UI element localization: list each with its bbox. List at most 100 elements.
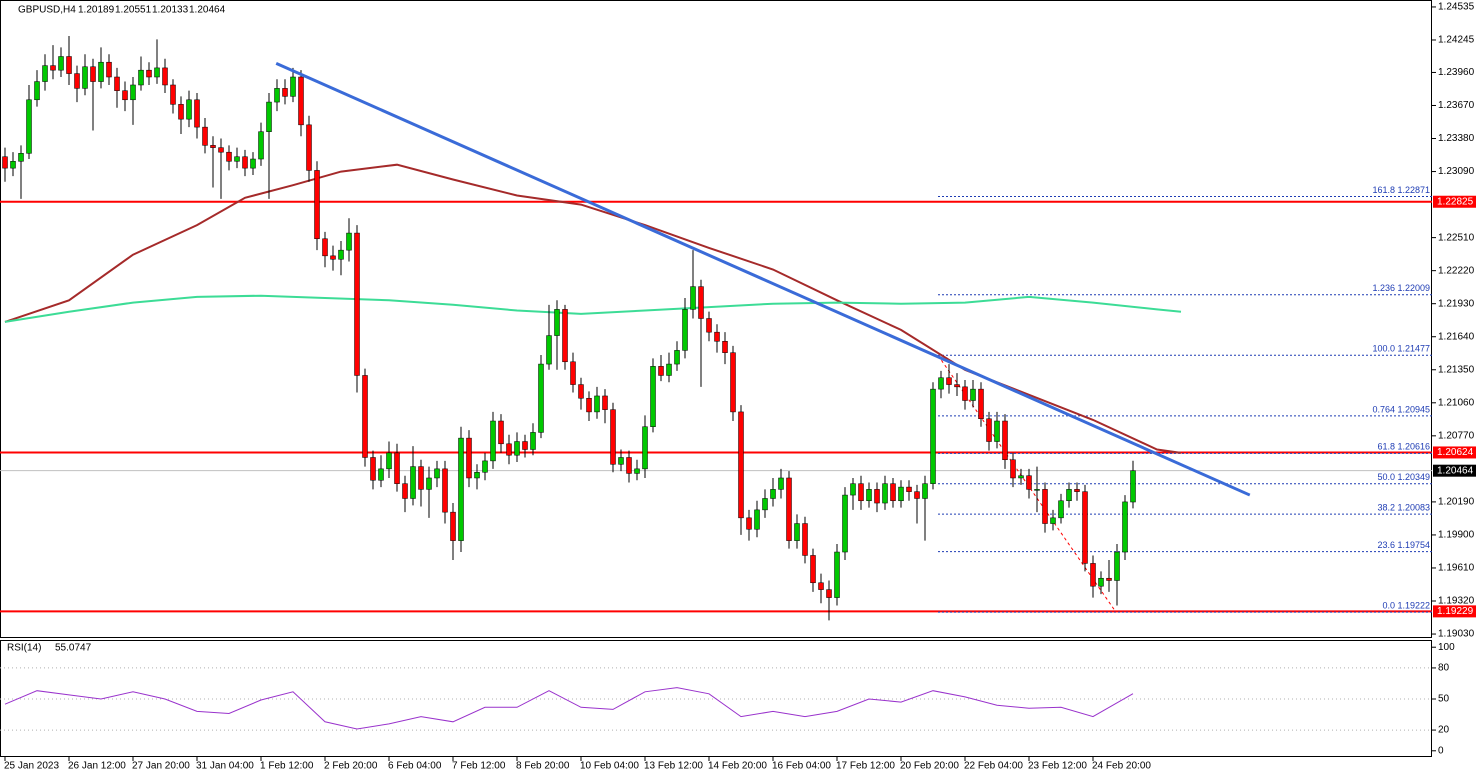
x-tick-label: 6 Feb 04:00 xyxy=(388,761,442,772)
x-tick-label: 27 Jan 20:00 xyxy=(132,761,190,772)
candle-body xyxy=(978,388,984,419)
open-value: 1.20189 xyxy=(78,5,115,16)
candle-body xyxy=(1026,475,1032,490)
candle-body xyxy=(874,489,880,504)
candle-body xyxy=(114,76,120,91)
candle-body xyxy=(706,318,712,333)
candle-body xyxy=(674,350,680,365)
candle-body xyxy=(282,88,288,97)
candle-body xyxy=(930,388,936,484)
candle-body xyxy=(818,582,824,590)
candle-body xyxy=(130,84,136,101)
y-tick-label: 1.24535 xyxy=(1438,2,1475,13)
x-tick-label: 23 Feb 12:00 xyxy=(1028,761,1087,772)
y-tick-label: 1.23380 xyxy=(1438,133,1475,144)
candle-body xyxy=(498,420,504,445)
candle-body xyxy=(338,249,344,260)
fib-label: 161.8 1.22871 xyxy=(1372,185,1430,195)
candle-body xyxy=(914,491,920,499)
candle-body xyxy=(554,309,560,336)
candle-body xyxy=(586,397,592,413)
level-box-label: 1.19229 xyxy=(1437,606,1474,617)
candle-body xyxy=(18,153,24,162)
candle-body xyxy=(154,67,160,78)
candle-body xyxy=(906,486,912,492)
candle-body xyxy=(1114,551,1120,581)
candle-body xyxy=(162,67,168,86)
x-tick-label: 10 Feb 04:00 xyxy=(580,761,639,772)
x-tick-label: 20 Feb 20:00 xyxy=(900,761,959,772)
candle-body xyxy=(850,483,856,496)
candle-body xyxy=(570,361,576,385)
candle-body xyxy=(402,483,408,499)
candle-body xyxy=(530,432,536,450)
fib-label: 61.8 1.20616 xyxy=(1377,442,1430,452)
candle-body xyxy=(1058,500,1064,519)
candle-body xyxy=(650,366,656,427)
candle-body xyxy=(82,66,88,89)
candle-body xyxy=(122,90,128,101)
candle-body xyxy=(218,147,224,153)
candle-body xyxy=(1090,563,1096,587)
x-tick-label: 26 Jan 12:00 xyxy=(68,761,126,772)
candle-body xyxy=(1010,459,1016,479)
candle-body xyxy=(458,437,464,541)
fib-label: 50.0 1.20349 xyxy=(1377,472,1430,482)
candle-body xyxy=(634,468,640,474)
candle-body xyxy=(594,395,600,413)
candle-body xyxy=(810,555,816,584)
candle-body xyxy=(738,411,744,519)
candle-body xyxy=(954,384,960,388)
level-box xyxy=(1433,195,1476,208)
fib-label: 0.0 1.19222 xyxy=(1382,601,1430,611)
candle-body xyxy=(266,101,272,132)
candle-body xyxy=(314,170,320,240)
x-tick-label: 7 Feb 12:00 xyxy=(452,761,506,772)
x-tick-label: 13 Feb 12:00 xyxy=(644,761,703,772)
candle-body xyxy=(1050,517,1056,524)
y-tick-label: 1.21640 xyxy=(1438,331,1475,342)
candle-body xyxy=(802,523,808,556)
candle-body xyxy=(546,335,552,365)
candle-body xyxy=(834,551,840,598)
candle-body xyxy=(2,156,8,169)
level-box-label: 1.22825 xyxy=(1437,196,1474,207)
rsi-line xyxy=(4,687,1134,730)
candle-body xyxy=(618,457,624,465)
candle-body xyxy=(186,99,192,120)
x-tick-label: 2 Feb 20:00 xyxy=(324,761,378,772)
fib-label: 100.0 1.21477 xyxy=(1372,344,1430,354)
candle-body xyxy=(418,466,424,490)
candle-body xyxy=(882,483,888,504)
candle-body xyxy=(98,61,104,82)
candle-body xyxy=(714,331,720,342)
candle-body xyxy=(938,377,944,390)
y-tick-label: 1.24245 xyxy=(1438,35,1475,46)
candle-body xyxy=(178,104,184,120)
candle-body xyxy=(42,65,48,82)
rsi-title: RSI(14) xyxy=(7,643,41,654)
rsi-tick-label: 80 xyxy=(1438,663,1450,674)
candle-body xyxy=(10,161,16,169)
candle-body xyxy=(986,418,992,442)
candle-body xyxy=(490,420,496,462)
candle-body xyxy=(610,409,616,465)
candle-body xyxy=(26,99,32,154)
candle-body xyxy=(330,255,336,260)
y-tick-label: 1.23090 xyxy=(1438,166,1475,177)
candle-body xyxy=(826,589,832,598)
high-value: 1.20551 xyxy=(115,5,152,16)
candle-body xyxy=(354,232,360,376)
candle-body xyxy=(66,56,72,74)
candle-body xyxy=(658,366,664,376)
candle-body xyxy=(522,441,528,450)
candle-body xyxy=(202,126,208,146)
candle-body xyxy=(842,494,848,553)
candle-body xyxy=(994,420,1000,442)
candle-body xyxy=(426,477,432,490)
candle-body xyxy=(722,341,728,353)
candle-body xyxy=(106,61,112,78)
candle-body xyxy=(74,73,80,89)
candle-body xyxy=(762,498,768,511)
